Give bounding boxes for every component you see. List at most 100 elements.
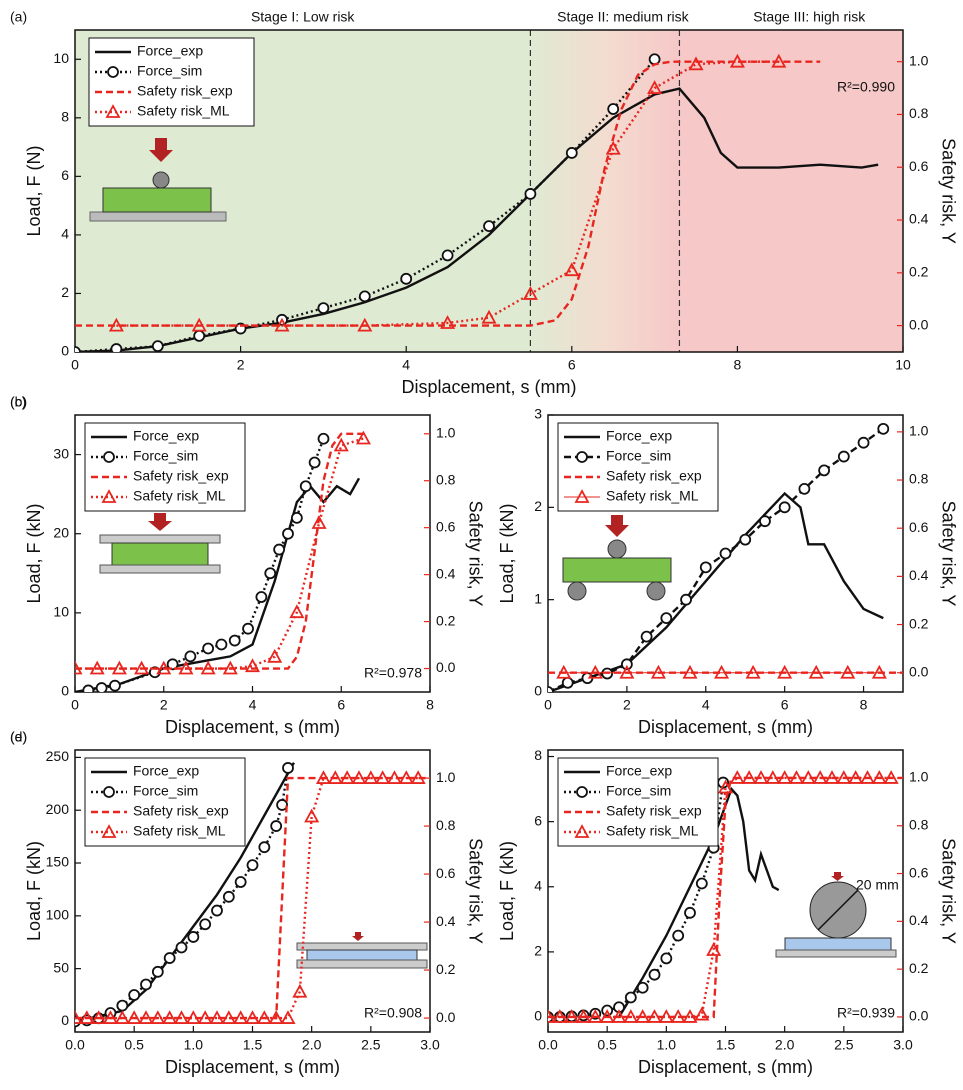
triangle-marker — [89, 660, 105, 675]
circle-marker — [282, 527, 294, 540]
circle-marker — [234, 876, 247, 888]
y2-tick-label: 0.4 — [436, 565, 456, 581]
triangle-marker — [191, 317, 207, 332]
circle-marker — [672, 929, 685, 942]
triangle-marker — [256, 1010, 272, 1024]
x-tick-label: 2.0 — [775, 1037, 795, 1053]
x-tick-label: 8 — [860, 697, 868, 713]
x-tick-label: 3.0 — [893, 1037, 913, 1053]
x-tick-label: 4 — [702, 697, 710, 713]
y2-tick-label: 0.4 — [909, 211, 929, 227]
stage-label: Stage II: medium risk — [557, 9, 689, 25]
triangle-marker — [619, 664, 635, 679]
x-tick-label: 4 — [249, 697, 257, 713]
panel-label: (e) — [10, 729, 27, 745]
triangle-marker — [79, 1010, 95, 1024]
circle-marker — [211, 904, 223, 917]
y2-tick-label: 0.6 — [909, 158, 929, 174]
x-tick-label: 0 — [544, 697, 552, 713]
inset-arrow — [149, 138, 173, 162]
circle-marker — [175, 941, 188, 954]
x-tick-label: 8 — [734, 357, 742, 373]
inset-ball — [607, 539, 627, 559]
legend-label: Force_sim — [137, 63, 202, 79]
y-tick-label: 4 — [61, 226, 69, 242]
triangle-marker — [745, 664, 761, 679]
circle-marker — [483, 220, 495, 233]
x-tick-label: 1.5 — [243, 1037, 263, 1053]
y2-tick-label: 0.4 — [909, 912, 929, 928]
legend-marker — [103, 786, 115, 798]
legend-marker — [574, 489, 590, 503]
y2-tick-label: 0.2 — [909, 264, 929, 280]
circle-marker — [620, 658, 633, 671]
triangle-marker — [386, 770, 403, 784]
circle-marker — [270, 820, 283, 832]
circle-marker — [199, 918, 212, 931]
circle-marker — [739, 533, 752, 546]
inset-support — [567, 581, 587, 601]
circle-marker — [140, 978, 152, 991]
x-axis-label: Displacement, s (mm) — [165, 717, 340, 737]
inset-arrow — [352, 932, 364, 941]
circle-marker — [222, 890, 235, 903]
triangle-marker — [268, 1010, 284, 1024]
inset-block — [111, 542, 209, 566]
y-axis-label: Load, F (kN) — [24, 503, 44, 603]
inset-support — [646, 581, 666, 601]
series-line — [548, 776, 892, 1019]
legend-label: Safety risk_ML — [606, 823, 699, 839]
legend-marker — [101, 489, 117, 503]
triangle-marker — [658, 1009, 674, 1023]
x-tick-label: 1.0 — [657, 1037, 677, 1053]
panel-label: (b) — [10, 394, 27, 410]
circle-marker — [837, 450, 850, 463]
circle-marker — [109, 679, 121, 692]
circle-marker — [699, 561, 712, 574]
inset-dim — [817, 889, 859, 931]
legend-label: Safety risk_exp — [137, 83, 233, 99]
panel: 0 2 4 6 8 0 1 2 3 0.0 0.2 0.4 0.6 0.8 1.0 Displacement,… — [10, 394, 958, 737]
circle-marker — [187, 931, 200, 943]
triangle-marker — [162, 1010, 178, 1024]
circle-marker — [818, 464, 831, 477]
circle-marker — [857, 436, 870, 449]
y-axis-label: Load, F (kN) — [497, 841, 517, 941]
circle-marker — [317, 432, 330, 445]
triangle-marker — [670, 1009, 686, 1023]
triangle-marker — [315, 770, 332, 784]
triangle-marker — [777, 664, 793, 679]
legend-label: Safety risk_ML — [133, 823, 226, 839]
y-tick-label: 1 — [534, 590, 542, 606]
circle-marker — [215, 638, 228, 651]
panel-label: (d) — [10, 729, 27, 745]
x-tick-label: 0.0 — [65, 1037, 85, 1053]
y2-tick-label: 0.4 — [909, 567, 929, 583]
triangle-marker — [552, 1009, 568, 1023]
circle-marker — [110, 343, 123, 352]
y2-tick-label: 1.0 — [436, 424, 456, 440]
circle-marker — [400, 272, 413, 285]
triangle-marker — [646, 1009, 663, 1023]
circle-marker — [273, 543, 286, 556]
plot-area — [75, 53, 879, 352]
x-tick-label: 10 — [895, 357, 911, 373]
circle-marker — [151, 965, 164, 978]
legend-label: Safety risk_exp — [606, 468, 702, 484]
triangle-marker — [91, 1010, 107, 1024]
triangle-marker — [111, 660, 127, 675]
x-tick-label: 4 — [402, 357, 410, 373]
y2-tick-label: 0.0 — [436, 1009, 456, 1025]
triangle-marker — [355, 430, 371, 445]
triangle-marker — [812, 770, 828, 784]
x-axis-label: Displacement, s (mm) — [638, 1057, 813, 1077]
triangle-marker — [682, 664, 698, 679]
circle-marker — [95, 682, 108, 692]
circle-marker — [163, 952, 176, 964]
circle-marker — [246, 859, 259, 872]
triangle-marker — [156, 660, 172, 675]
circle-marker — [255, 591, 268, 603]
triangle-marker — [777, 770, 793, 784]
triangle-marker — [706, 942, 722, 956]
triangle-marker — [209, 1010, 225, 1024]
